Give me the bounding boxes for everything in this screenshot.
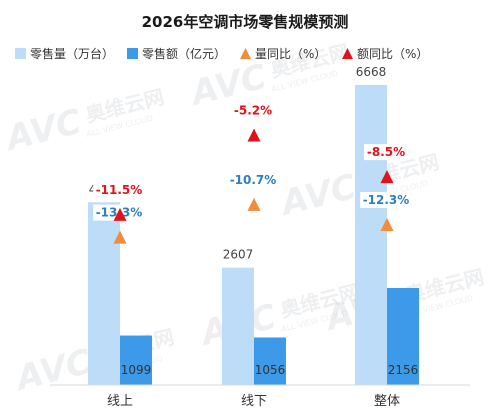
bar xyxy=(120,335,152,385)
bar xyxy=(355,84,387,385)
bar-value-label: 6668 xyxy=(356,65,387,79)
marker-label: -5.2% xyxy=(234,104,272,118)
marker-label: -11.5% xyxy=(96,183,143,197)
bar xyxy=(387,287,419,385)
legend-label: 额同比（%） xyxy=(357,47,428,61)
legend-swatch xyxy=(15,48,26,59)
legend-label: 零售额（亿元） xyxy=(142,46,226,61)
bar-value-label: 2156 xyxy=(388,363,419,377)
bar xyxy=(88,202,120,385)
marker-label: -8.5% xyxy=(367,145,405,159)
marker-label: -10.7% xyxy=(230,173,277,187)
legend-label: 零售量（万台） xyxy=(30,46,114,61)
legend-label: 量同比（%） xyxy=(255,47,326,61)
legend-swatch xyxy=(127,48,138,59)
x-tick-labels: 线上 线下 整体 xyxy=(107,394,400,409)
marker-triangle xyxy=(380,170,394,184)
marker-triangle xyxy=(113,230,127,244)
x-tick-label: 整体 xyxy=(374,394,400,409)
bar xyxy=(222,267,254,385)
marker-label-bg xyxy=(364,144,408,161)
x-tick-label: 线上 xyxy=(107,394,133,409)
legend-item: 零售额（亿元） xyxy=(127,46,226,61)
marker-triangle xyxy=(380,217,394,231)
legend: 零售量（万台） 零售额（亿元） 量同比（%） 额同比（%） xyxy=(15,46,428,61)
legend-item: 量同比（%） xyxy=(240,47,326,61)
legend-item: 额同比（%） xyxy=(342,47,428,61)
marker-label-bg xyxy=(360,191,412,208)
bar xyxy=(254,337,286,385)
svg-text:AVC: AVC xyxy=(0,102,85,160)
marker-label-bg xyxy=(231,102,275,119)
markers: -13.3%-10.7%-12.3%-11.5%-5.2%-8.5% xyxy=(93,102,412,244)
legend-triangle-icon xyxy=(342,48,353,59)
bars: 406126076668109910562156 xyxy=(88,65,419,385)
legend-triangle-icon xyxy=(240,48,251,59)
marker-triangle xyxy=(113,207,127,221)
chart-title: 2026年空调市场零售规模预测 xyxy=(142,13,349,31)
legend-item: 零售量（万台） xyxy=(15,46,114,61)
x-tick-label: 线下 xyxy=(241,394,267,409)
marker-label-bg xyxy=(93,181,145,198)
svg-text:AVC: AVC xyxy=(10,342,96,400)
bar-value-label: 2607 xyxy=(223,248,254,262)
bar-value-label: 1056 xyxy=(255,363,286,377)
marker-triangle xyxy=(247,128,261,142)
marker-triangle xyxy=(247,197,261,211)
marker-label-bg xyxy=(227,171,279,188)
bar-value-label: 1099 xyxy=(121,363,152,377)
marker-label: -12.3% xyxy=(363,193,410,207)
svg-text:AVC: AVC xyxy=(275,167,361,225)
